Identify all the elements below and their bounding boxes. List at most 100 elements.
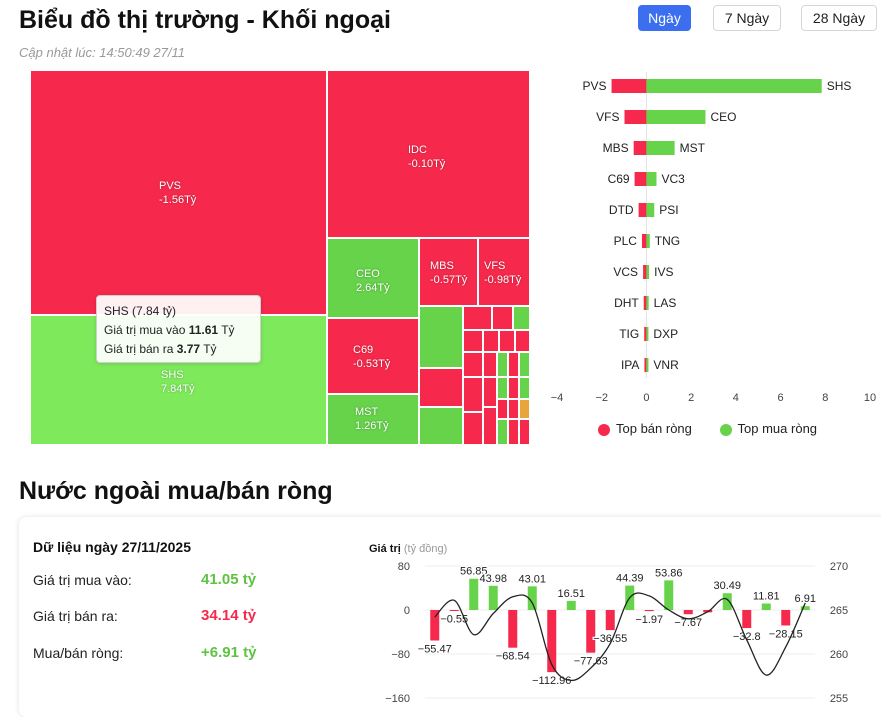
treemap-tile[interactable] bbox=[492, 306, 513, 330]
data-date-label: Dữ liệu ngày 27/11/2025 bbox=[33, 539, 192, 555]
bar-value-label: −7.67 bbox=[674, 617, 702, 629]
flow-bar bbox=[488, 585, 498, 610]
tooltip-sell-value: 3.77 bbox=[176, 342, 201, 356]
y-tick-label: −80 bbox=[391, 649, 410, 661]
sell-bar bbox=[644, 327, 647, 341]
treemap-tile[interactable] bbox=[497, 419, 508, 445]
treemap-tile-c69[interactable]: C69 -0.53Tỷ bbox=[327, 318, 419, 394]
treemap-tile[interactable] bbox=[508, 377, 519, 399]
flow-bar bbox=[449, 610, 459, 611]
sell-ticker: TIG bbox=[619, 327, 639, 341]
treemap-tile-pvs[interactable]: PVS -1.56Tỷ bbox=[30, 70, 327, 315]
flow-bar bbox=[547, 610, 557, 673]
tooltip-title: SHS (7.84 tỷ) bbox=[104, 304, 177, 318]
treemap-tile[interactable] bbox=[483, 377, 497, 407]
flow-bar bbox=[566, 600, 576, 610]
tile-name: MST bbox=[355, 406, 379, 418]
y2-tick-label: 270 bbox=[830, 561, 848, 573]
flow-bar bbox=[742, 610, 752, 629]
sell-ticker: VCS bbox=[613, 265, 638, 279]
legend-buy[interactable]: Top mua ròng bbox=[719, 421, 817, 436]
sell-ticker: IPA bbox=[621, 358, 639, 372]
range-7day-button[interactable]: 7 Ngày bbox=[713, 5, 781, 31]
sell-bar bbox=[634, 172, 647, 186]
buy-bar bbox=[646, 358, 649, 372]
buy-ticker: TNG bbox=[655, 234, 680, 248]
tooltip-buy: Giá trị mua vào 11.61 Tỷ bbox=[104, 321, 253, 340]
net-flow-chart: 800−80−160270265260255−55.47−0.5556.8543… bbox=[385, 561, 848, 705]
bar-value-label: −28.15 bbox=[769, 628, 803, 640]
chart-legend: Top bán ròng Top mua ròng bbox=[598, 421, 817, 436]
buy-bar bbox=[646, 79, 822, 93]
bar-value-label: 30.49 bbox=[713, 580, 741, 592]
legend-sell[interactable]: Top bán ròng bbox=[598, 421, 696, 436]
treemap-tile-idc[interactable]: IDC -0.10Tỷ bbox=[327, 70, 530, 238]
treemap-tile[interactable] bbox=[463, 377, 483, 412]
treemap-tile[interactable] bbox=[499, 330, 515, 352]
buy-ticker: VC3 bbox=[661, 172, 685, 186]
treemap-tile[interactable] bbox=[508, 352, 519, 377]
net-value: +6.91 tỷ bbox=[201, 644, 257, 661]
treemap-tile-vfs[interactable]: VFS -0.98Tỷ bbox=[478, 238, 530, 306]
flow-bar bbox=[586, 610, 596, 653]
flow-bar bbox=[469, 578, 479, 610]
buy-bar bbox=[646, 265, 650, 279]
treemap-tile[interactable] bbox=[483, 352, 497, 377]
treemap-tile[interactable] bbox=[508, 399, 519, 419]
treemap-tile[interactable] bbox=[463, 330, 483, 352]
treemap-tile[interactable] bbox=[508, 419, 519, 445]
legend-buy-dot bbox=[719, 423, 732, 436]
treemap-tile[interactable] bbox=[419, 368, 463, 407]
y2-tick-label: 260 bbox=[830, 649, 848, 661]
buy-ticker: DXP bbox=[653, 327, 678, 341]
treemap-tile[interactable] bbox=[519, 377, 530, 399]
buy-ticker: SHS bbox=[827, 79, 852, 93]
treemap-tile[interactable] bbox=[519, 352, 530, 377]
bar-value-label: −68.54 bbox=[496, 651, 530, 663]
bar-value-label: 44.39 bbox=[616, 573, 644, 585]
flow-bar bbox=[683, 610, 693, 615]
treemap-tile[interactable] bbox=[463, 306, 492, 330]
y2-tick-label: 255 bbox=[830, 693, 848, 705]
treemap-tile[interactable] bbox=[519, 419, 530, 445]
x-tick-label: 0 bbox=[643, 392, 649, 404]
section-title: Nước ngoài mua/bán ròng bbox=[19, 477, 333, 505]
treemap-tile[interactable] bbox=[513, 306, 530, 330]
treemap-tile[interactable] bbox=[515, 330, 530, 352]
tile-name: VFS bbox=[484, 260, 506, 272]
treemap-tile-mbs[interactable]: MBS -0.57Tỷ bbox=[419, 238, 478, 306]
flow-bar bbox=[722, 593, 732, 610]
range-28day-button[interactable]: 28 Ngày bbox=[801, 5, 877, 31]
treemap-tile[interactable] bbox=[497, 352, 508, 377]
sell-bar bbox=[643, 265, 647, 279]
sell-ticker: PLC bbox=[614, 234, 638, 248]
buy-value-label: Giá trị mua vào: bbox=[33, 572, 132, 588]
treemap-tile-mst[interactable]: MST 1.26Tỷ bbox=[327, 394, 419, 445]
buy-value: 41.05 tỷ bbox=[201, 571, 257, 588]
treemap-tile[interactable] bbox=[419, 407, 463, 445]
sell-bar bbox=[633, 141, 647, 155]
x-tick-label: 8 bbox=[822, 392, 828, 404]
top-net-chart: PVS SHS VFS CEO MBS MST C69 VC3 DTD PSI PLC TNG VCS I… bbox=[551, 72, 876, 404]
bar-value-label: −55.47 bbox=[418, 644, 452, 656]
x-tick-label: 10 bbox=[864, 392, 876, 404]
range-day-button[interactable]: Ngày bbox=[638, 5, 691, 31]
treemap-tile[interactable] bbox=[463, 412, 483, 445]
x-tick-label: −2 bbox=[595, 392, 608, 404]
tile-name: SHS bbox=[161, 369, 184, 381]
treemap-tile[interactable] bbox=[463, 352, 483, 377]
ylabel-unit: (tỷ đồng) bbox=[403, 543, 448, 555]
treemap-tile[interactable] bbox=[497, 377, 508, 399]
tooltip-buy-value: 11.61 bbox=[188, 323, 219, 337]
treemap-tile[interactable] bbox=[419, 306, 463, 368]
sell-ticker: DHT bbox=[614, 296, 639, 310]
treemap-tile-ceo[interactable]: CEO 2.64Tỷ bbox=[327, 238, 419, 318]
treemap-tile[interactable] bbox=[483, 407, 497, 445]
x-tick-label: −4 bbox=[551, 392, 564, 404]
update-timestamp: Cập nhật lúc: 14:50:49 27/11 bbox=[19, 45, 185, 60]
treemap-tile[interactable] bbox=[483, 330, 499, 352]
sell-value: 34.14 tỷ bbox=[201, 607, 257, 624]
treemap-tile[interactable] bbox=[497, 399, 508, 419]
treemap-tile[interactable] bbox=[519, 399, 530, 419]
buy-bar bbox=[646, 296, 649, 310]
